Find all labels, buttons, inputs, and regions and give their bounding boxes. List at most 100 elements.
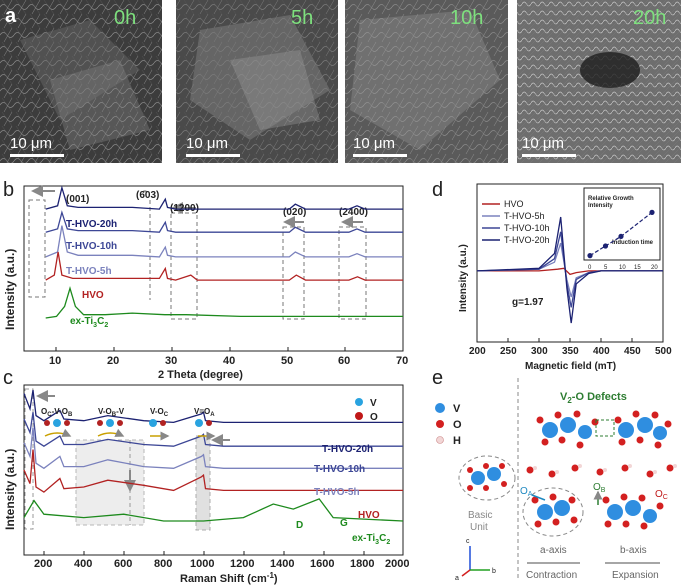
raman-curves [23,389,404,522]
y-axis-label: Intensity (a.u.) [458,244,469,312]
series-label-ti3c2: ex-Ti3C2 [352,533,390,546]
inset-tick: 10 [619,265,626,271]
panel-b: b Intensity (a.u.) 10 20 30 40 50 60 70 … [3,179,408,381]
mode-label-vobv: V-OB-V [98,407,125,418]
axis-triad: c a b [455,538,496,582]
shaded-region [195,435,211,531]
panel-c-label: c [3,367,13,389]
g-value-label: g=1.97 [512,297,544,308]
x-tick-label: 400 [593,346,610,357]
inset-tick: 5 [604,265,608,271]
vanadium-oxide-layer [536,410,672,449]
x-tick-label: 300 [531,346,548,357]
y-axis-label: Intensity (a.u.) [3,249,17,330]
scale-bar [522,154,576,157]
shift-arrows [31,185,363,228]
axis-a: a [455,575,459,582]
inset-data-point [618,233,624,239]
band-label-g: G [340,518,348,529]
scale-bar-label: 10 μm [522,135,564,152]
panel-a: a 0h 10 μm 5h 10 μm 10h 10 μm 20h [0,0,681,163]
legend-label-hvo: HVO [504,199,524,209]
series-label-10h: T-HVO-10h [314,464,365,475]
x-tick-label: 800 [154,558,172,570]
series-line-t-hvo-10h [45,210,403,233]
a-axis-label: a-axis [540,545,567,556]
x-tick-label: 20 [107,355,119,367]
inset-title: Relative Growth [588,196,634,202]
series-label-20h: T-HVO-20h [66,219,117,230]
peak-label-020: (020) [283,207,306,218]
x-tick-label: 60 [338,355,350,367]
panel-e: e V O H V2-O Defects [432,367,677,582]
x-tick-label: 250 [500,346,517,357]
series-line-hvo [45,251,403,281]
x-axis-label: Raman Shift (cm-1) [180,571,278,585]
dashed-box [24,388,34,530]
series-label-20h: T-HVO-20h [322,444,373,455]
shaded-region [75,439,145,526]
inset-xlabel: Induction time [612,240,654,246]
series-line-ex-ti3c2 [23,498,404,522]
series-label-5h: T-HVO-5h [66,266,112,277]
atom-legend: V O H [435,403,462,447]
sem-image-0h: a 0h 10 μm [0,0,162,163]
plot-frame [23,185,404,352]
o-label-a: OA [520,486,533,498]
series-label-5h: T-HVO-5h [314,487,360,498]
panel-d: d Intensity (a.u.) 200 250 300 350 400 4… [432,179,672,372]
scale-bar-label: 10 μm [186,135,228,152]
sem-image-20h: 20h 10 μm [517,0,681,163]
panel-e-label: e [432,367,443,389]
sem-image-10h: 10h 10 μm [345,0,508,163]
axis-c: c [466,538,470,545]
series-label-hvo: HVO [82,290,104,301]
b-axis-label: b-axis [620,545,647,556]
mode-label-ocvob: OC-V-OB [41,407,73,418]
x-tick-label: 1000 [190,558,214,570]
scale-bar [353,154,407,157]
peak-label-2400: (2400) [339,207,368,218]
scale-bar [186,154,240,157]
legend-label-v: V [453,403,461,415]
inset-tick: 15 [634,265,641,271]
x-tick-label: 450 [624,346,641,357]
x-tick-label: 1400 [270,558,294,570]
panel-d-label: d [432,179,443,201]
series-line-t-hvo-10h [23,412,403,447]
water-layer [526,464,677,478]
series-line-t-hvo-5h [45,225,403,258]
lower-layer [522,487,664,537]
series-line-t-hvo-20h [476,216,663,324]
time-label-5h: 5h [291,7,313,29]
peak-label-603: (6̄03) [136,190,159,201]
scale-bar-label: 10 μm [353,135,395,152]
inset-data-point [587,253,593,259]
x-tick-label: 350 [562,346,579,357]
x-tick-label: 500 [655,346,672,357]
b-axis-label: Expansion [612,570,659,581]
time-label-0h: 0h [114,7,136,29]
legend-label-v: V [370,398,377,409]
inset-plot: Relative Growth Intensity Induction time… [583,187,661,271]
series-label-hvo: HVO [358,510,380,521]
x-tick-label: 50 [281,355,293,367]
scale-bar [10,154,64,157]
o-label-c: OC [655,489,668,501]
x-tick-label: 400 [74,558,92,570]
inset-trend-line [589,211,653,257]
time-label-10h: 10h [450,7,483,29]
legend-label-o: O [453,419,462,431]
x-ticks: 200 400 600 800 1000 1200 1400 1600 1800… [34,551,409,570]
inset-tick: 0 [588,265,592,271]
legend-label-10h: T-HVO-10h [504,223,550,233]
x-tick-label: 70 [396,355,408,367]
axis-b: b [492,568,496,575]
y-axis-label: Intensity (a.u.) [3,449,17,530]
inset-title: Intensity [588,203,613,209]
defect-title: V2-O Defects [560,391,627,405]
mode-label-voc: V-OC [150,407,169,418]
x-tick-label: 200 [469,346,486,357]
time-label-20h: 20h [633,7,666,29]
